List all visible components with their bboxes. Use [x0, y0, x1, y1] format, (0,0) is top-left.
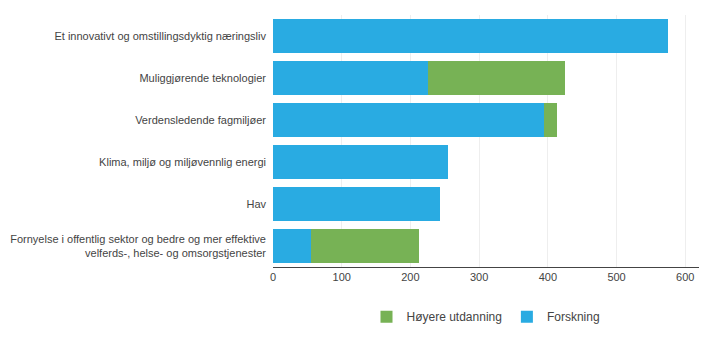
- svg-text:200: 200: [401, 271, 419, 283]
- svg-text:Forskning: Forskning: [547, 310, 600, 324]
- svg-text:Fornyelse i offentlig sektor o: Fornyelse i offentlig sektor og bedre og…: [10, 233, 266, 259]
- svg-text:Hav: Hav: [246, 198, 266, 210]
- svg-text:Verdensledende fagmiljøer: Verdensledende fagmiljøer: [135, 114, 266, 126]
- svg-text:Klima, miljø og miljøvennlig e: Klima, miljø og miljøvennlig energi: [99, 156, 266, 168]
- svg-text:100: 100: [333, 271, 351, 283]
- svg-text:500: 500: [607, 271, 625, 283]
- svg-text:300: 300: [470, 271, 488, 283]
- svg-text:400: 400: [539, 271, 557, 283]
- svg-text:Muliggjørende teknologier: Muliggjørende teknologier: [139, 72, 266, 84]
- svg-text:0: 0: [270, 271, 276, 283]
- svg-text:Et innovativt og omstillingsdy: Et innovativt og omstillingsdyktig nærin…: [54, 30, 266, 42]
- svg-text:Høyere utdanning: Høyere utdanning: [407, 310, 502, 324]
- svg-text:600: 600: [676, 271, 694, 283]
